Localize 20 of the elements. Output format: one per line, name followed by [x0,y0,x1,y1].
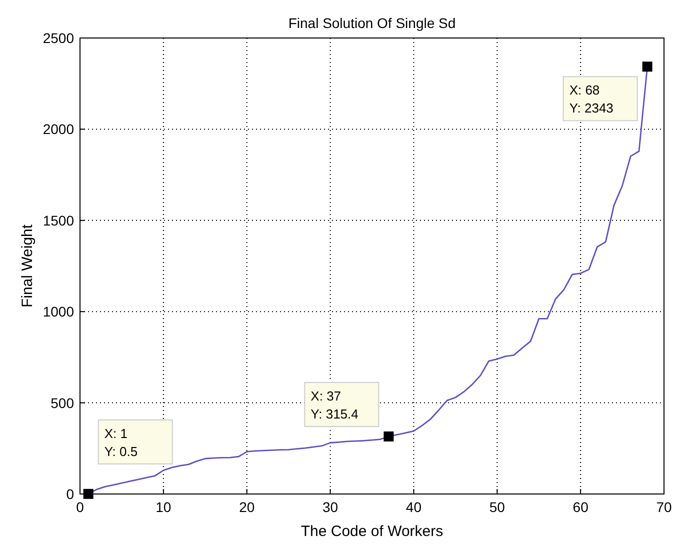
y-tick-label: 2000 [42,121,74,138]
annotation: X: 68 Y: 2343 [569,82,614,116]
x-axis-title: The Code of Workers [300,523,444,540]
x-tick-label: 20 [239,499,255,515]
x-tick-label: 60 [572,499,589,515]
x-tick-label: 30 [322,499,338,515]
y-tick-label: 0 [66,486,74,502]
annotation: X: 37 Y: 315.4 [310,388,358,422]
chart-title: Final Solution Of Single Sd [288,15,456,31]
y-tick-label: 1500 [42,212,74,228]
y-axis-title: Final Weight [19,224,36,308]
x-tick-label: 10 [156,499,172,515]
x-tick-label: 50 [489,499,506,515]
y-tick-label: 2500 [42,30,74,46]
annotation: X: 1 Y: 0.5 [104,426,138,459]
y-tick-label: 1000 [42,304,74,320]
y-tick-label: 500 [50,394,74,411]
x-tick-label: 40 [406,499,422,515]
x-tick-label: 0 [76,499,84,515]
x-tick-label: 70 [656,499,672,515]
